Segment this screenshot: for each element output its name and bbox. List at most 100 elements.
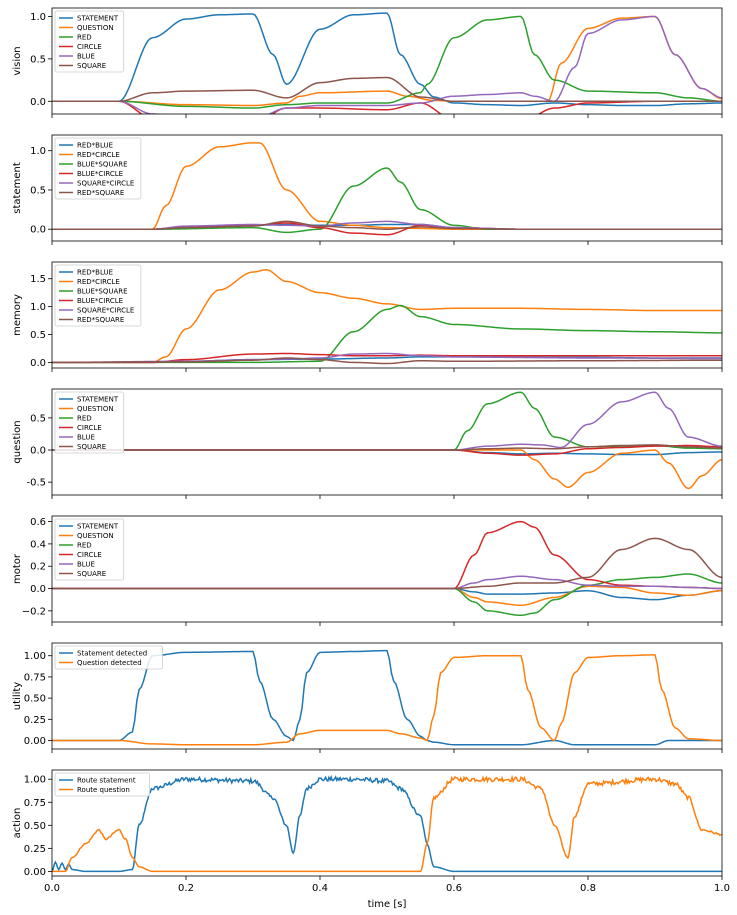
y-tick-label: 1.0	[30, 12, 46, 23]
y-tick-label: 0.0	[30, 358, 46, 369]
legend-label: RED*SQUARE	[77, 189, 124, 197]
series-line-red	[52, 573, 722, 617]
legend-label: RED*CIRCLE	[77, 151, 120, 159]
legend-label: CIRCLE	[77, 551, 102, 559]
axes-frame	[51, 261, 723, 369]
y-tick-label: 1.0	[30, 146, 46, 157]
series-group	[52, 12, 722, 114]
x-tick-label: 0.4	[312, 883, 328, 894]
y-tick-label: 0.75	[24, 672, 46, 683]
series-line-blue-square	[52, 167, 722, 234]
series-group	[52, 269, 722, 365]
x-tick-label: 0.8	[580, 883, 596, 894]
y-tick-label: 0.5	[30, 185, 46, 196]
series-line-circle	[52, 520, 722, 590]
y-tick-label: −0.2	[22, 606, 46, 617]
legend-label: SQUARE	[77, 62, 106, 70]
legend-label: RED	[77, 34, 92, 42]
axes-frame	[51, 134, 723, 242]
series-line-red-square	[52, 220, 722, 230]
y-tick-label: 0.50	[24, 694, 46, 705]
legend-label: BLUE	[77, 561, 95, 569]
legend-label: SQUARE*CIRCLE	[77, 180, 134, 188]
y-tick-label: 0.4	[30, 539, 46, 550]
y-axis-label: action	[12, 808, 23, 839]
x-tick-label: 0.0	[44, 883, 60, 894]
legend-label: BLUE	[77, 434, 95, 442]
y-tick-label: 0.0	[30, 225, 46, 236]
series-line-red-circle	[52, 142, 722, 230]
x-tick-label: 1.0	[714, 883, 730, 894]
y-axis-label: question	[12, 420, 23, 463]
legend-label: CIRCLE	[77, 424, 102, 432]
legend-label: BLUE*CIRCLE	[77, 170, 123, 178]
y-tick-label: 0.0	[30, 584, 46, 595]
axes-frame	[51, 7, 723, 115]
legend-label: RED*SQUARE	[77, 316, 124, 324]
series-line-route-statement	[52, 774, 722, 873]
axes-frame	[51, 515, 723, 623]
y-tick-label: 0.5	[30, 54, 46, 65]
legend-label: STATEMENT	[77, 15, 119, 23]
legend-box	[54, 772, 150, 797]
y-axis-label: motor	[12, 553, 23, 584]
x-tick-label: 0.6	[446, 883, 462, 894]
y-tick-label: 0.00	[24, 736, 46, 747]
axes-frame	[51, 642, 723, 750]
legend-label: SQUARE*CIRCLE	[77, 307, 134, 315]
legend-label: BLUE*CIRCLE	[77, 297, 123, 305]
legend-label: RED*BLUE	[77, 142, 113, 150]
y-tick-label: 0.50	[24, 821, 46, 832]
y-tick-label: 1.00	[24, 775, 46, 786]
legend-label: BLUE	[77, 53, 95, 61]
legend-label: RED*BLUE	[77, 269, 113, 277]
y-tick-label: 1.0	[30, 302, 46, 313]
legend-label: SQUARE	[77, 443, 106, 451]
axes-frame	[51, 769, 723, 877]
y-tick-label: 0.0	[30, 97, 46, 108]
series-line-red	[52, 391, 722, 451]
y-tick-label: 0.0	[30, 446, 46, 457]
y-tick-label: 0.75	[24, 798, 46, 809]
legend-box	[54, 137, 142, 200]
series-line-red-square	[52, 357, 722, 365]
legend-box	[54, 645, 163, 670]
legend-box	[54, 264, 142, 327]
series-line-red-circle	[52, 269, 722, 364]
legend-label: SQUARE	[77, 570, 106, 578]
legend-label: RED*CIRCLE	[77, 278, 120, 286]
x-tick-label: 0.2	[178, 883, 194, 894]
series-line-statement	[52, 12, 722, 107]
series-line-circle	[52, 100, 722, 114]
series-line-square	[52, 444, 722, 451]
y-axis-label: utility	[12, 682, 23, 711]
y-axis-label: vision	[12, 46, 23, 75]
series-line-blue	[52, 391, 722, 451]
panel-utility: 0.00 0.25 0.50 0.75 1.00 utility Statement det…	[12, 642, 723, 753]
series-group	[52, 774, 722, 873]
series-group	[52, 520, 722, 617]
series-line-route-question	[52, 774, 722, 873]
y-tick-label: 0.5	[30, 330, 46, 341]
legend-label: BLUE*SQUARE	[77, 161, 128, 169]
y-tick-label: 1.00	[24, 651, 46, 662]
series-line-statement	[52, 587, 722, 601]
series-line-question	[52, 15, 722, 107]
series-line-blue	[52, 575, 722, 590]
series-line-red	[52, 15, 722, 109]
legend-label: QUESTION	[77, 532, 114, 540]
legend-label: Route question	[77, 786, 130, 794]
y-tick-label: 0.6	[30, 517, 46, 528]
y-tick-label: -0.5	[26, 478, 46, 489]
series-line-question	[52, 449, 722, 490]
series-group	[52, 142, 722, 236]
